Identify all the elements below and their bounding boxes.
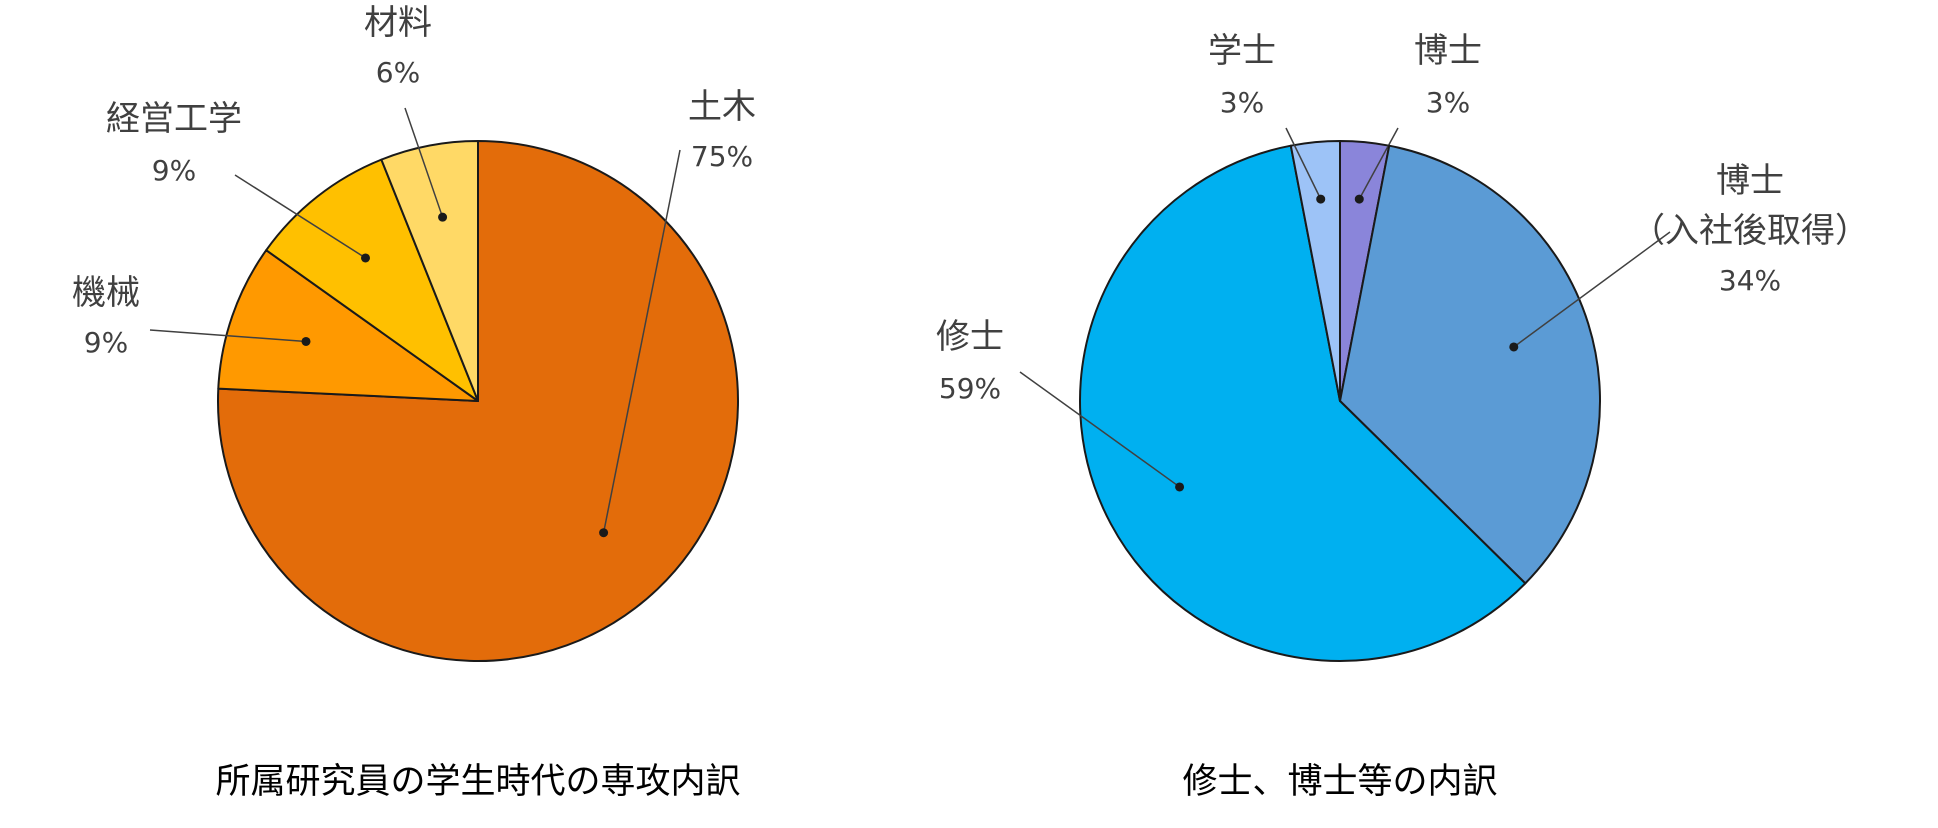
pie-slice-4 [380, 140, 479, 402]
slice-label-2: 機械 [72, 273, 140, 313]
slice-label-3: 修士 [936, 317, 1004, 357]
label-anchor-dot-1 [599, 528, 609, 538]
chart-title: 修士、博士等の内訳 [1182, 762, 1497, 802]
slice-label-3: 経営工学 [106, 99, 242, 139]
leader-line-1 [1358, 127, 1399, 200]
pie-slice-4 [1289, 140, 1341, 402]
pie-slice-3 [1079, 144, 1527, 662]
label-anchor-dot-4 [438, 212, 448, 222]
label-anchor-dot-2 [301, 336, 311, 346]
slice-label-1: 博士 [1414, 31, 1482, 71]
slice-percent-3: 9% [152, 154, 196, 187]
leader-line-3 [1019, 371, 1181, 488]
label-anchor-dot-3 [360, 253, 370, 263]
major-pie-chart: 土木 75% 機械 9% 経営工学 9% 材料 6% 所属研究員の学生時代の専攻内訳 [72, 3, 756, 802]
slice-label-2: 博士 [1716, 161, 1784, 201]
slice-percent-4: 6% [376, 56, 420, 89]
label-anchor-dot-4 [1316, 194, 1326, 204]
slice-percent-3: 59% [939, 372, 1001, 405]
label-anchor-dot-2 [1509, 342, 1519, 352]
chart-title: 所属研究員の学生時代の専攻内訳 [215, 762, 740, 802]
slice-percent-2: 9% [84, 326, 128, 359]
leader-line-3 [234, 174, 366, 259]
slice-percent-4: 3% [1220, 86, 1264, 119]
degree-pie-chart: 博士 3% 博士 （入社後取得） 34% 修士 59% 学士 3% 修士、博士等の内訳 [936, 31, 1869, 802]
slice-percent-2: 34% [1719, 264, 1781, 297]
slice-label-4: 材料 [364, 3, 432, 43]
pie-slice-1 [217, 140, 739, 662]
pie-slice-2 [217, 249, 479, 402]
leader-line-4 [1285, 127, 1322, 200]
slice-label-1: 土木 [688, 87, 756, 127]
slice-percent-1: 3% [1426, 86, 1470, 119]
slice-label-4: 学士 [1208, 31, 1276, 71]
pie-slice-2 [1339, 144, 1601, 585]
label-anchor-dot-3 [1175, 482, 1185, 492]
leader-line-2 [149, 329, 307, 343]
pie-slice-3 [265, 158, 479, 402]
slice-label-2: （入社後取得） [1631, 211, 1869, 251]
label-anchor-dot-1 [1354, 194, 1364, 204]
slice-percent-1: 75% [691, 140, 753, 173]
leader-line-2 [1513, 231, 1671, 348]
leader-line-4 [404, 107, 444, 218]
leader-line-1 [602, 149, 681, 533]
